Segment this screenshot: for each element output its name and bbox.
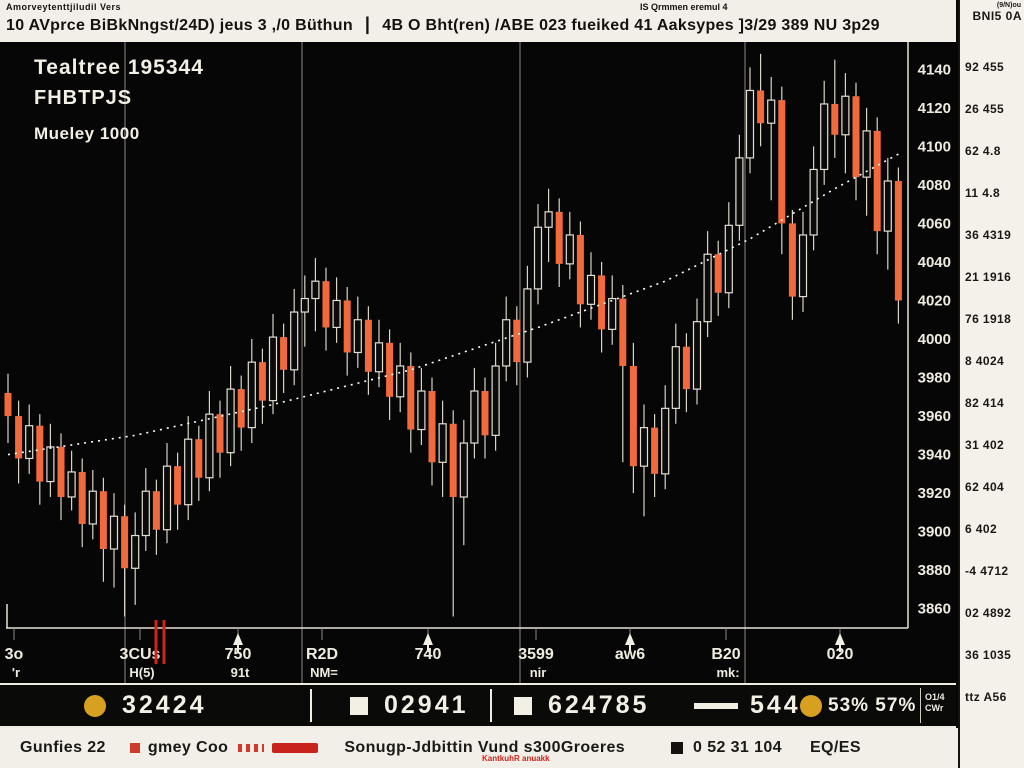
status-value-1: 32424	[122, 691, 207, 719]
legend-stats: 0 52 31 104	[693, 739, 782, 756]
header-title-center: 4B O Bht(ren) /ABE 023 fueiked 41 Aaksyp…	[382, 17, 880, 34]
legend-ticker: EQ/ES	[809, 739, 861, 756]
quote-row[interactable]: 26 455	[965, 102, 1005, 116]
svg-text:3CUs: 3CUs	[120, 646, 161, 663]
quote-row[interactable]: 31 402	[965, 438, 1005, 452]
svg-text:4020: 4020	[918, 292, 951, 309]
gold-dot-icon	[84, 685, 106, 726]
status-value-2: 02941	[384, 691, 469, 719]
header-divider: |	[364, 14, 371, 34]
quote-row[interactable]: 36 1035	[965, 648, 1012, 662]
legend-strip: Gunfies 22 gmey Coo Sonugp-Jdbittin Vund…	[0, 728, 958, 768]
terminal-header: Amorveytenttjiludil Vers IS Qrmmen eremu…	[0, 0, 956, 42]
status-divider	[490, 689, 492, 722]
sidebar-header: (9/N)ou BNI5 0A	[960, 0, 1024, 46]
time-axis-labels: 3o 'r 3CUs H(5) 750 91t R2D NM= 740 3599 nir aw6 B20…	[5, 620, 854, 680]
header-title-left: 10 AVprce BiBkNngst/24D) jeus 3 ,/0 Büth…	[6, 17, 353, 34]
square-icon	[350, 685, 368, 726]
quote-row[interactable]: 11 4.8	[965, 186, 1001, 200]
quote-list: 92 455 26 455 62 4.8 11 4.8 36 4319 21 1916 76…	[960, 46, 1024, 718]
candles	[4, 53, 902, 617]
sidebar-header-small: (9/N)ou	[996, 2, 1021, 9]
legend-series3-label: Sonugp-Jdbittin Vund s300Groeres	[344, 739, 626, 756]
quote-row[interactable]: -4 4712	[965, 564, 1009, 578]
sidebar-header-main: BNI5 0A	[972, 9, 1022, 23]
mini-cell-line2: CWr	[925, 703, 944, 713]
svg-text:3900: 3900	[918, 524, 951, 541]
svg-text:3980: 3980	[918, 370, 951, 387]
svg-text:H(5): H(5)	[129, 665, 154, 680]
svg-text:3599: 3599	[518, 646, 554, 663]
quote-row[interactable]: 92 455	[965, 60, 1005, 74]
price-axis-labels: 4140 4120 4100 4080 4060 4040 4020 4000 3980 3960…	[918, 61, 951, 617]
status-value-4: 544	[750, 691, 801, 719]
svg-text:3920: 3920	[918, 485, 951, 502]
quote-row[interactable]: 82 414	[965, 396, 1005, 410]
gridlines	[124, 42, 746, 683]
quote-row[interactable]: 62 404	[965, 480, 1005, 494]
red-bar-icon	[272, 743, 319, 753]
candlestick-chart[interactable]: 4140 4120 4100 4080 4060 4040 4020 4000 3980 3960…	[0, 42, 956, 683]
mini-cell-line1: O1/4	[925, 692, 945, 702]
red-square-icon	[129, 743, 140, 753]
svg-text:B20: B20	[711, 646, 740, 663]
square-icon	[514, 685, 532, 726]
svg-text:4140: 4140	[918, 61, 951, 78]
axes	[6, 42, 909, 629]
status-divider	[310, 689, 312, 722]
gold-dot-icon	[800, 685, 822, 726]
quote-row[interactable]: 62 4.8	[965, 144, 1001, 158]
svg-text:4120: 4120	[918, 100, 951, 117]
status-value-5: 53% 57%	[828, 694, 917, 716]
svg-text:4040: 4040	[918, 254, 951, 271]
quote-row[interactable]: 36 4319	[965, 228, 1012, 242]
legend-annotation: KantkuhR anuakk	[482, 754, 550, 763]
svg-text:3940: 3940	[918, 447, 951, 464]
quote-row[interactable]: 02 4892	[965, 606, 1012, 620]
black-square-icon	[671, 742, 684, 754]
svg-text:3860: 3860	[918, 601, 951, 618]
svg-text:020: 020	[827, 646, 854, 663]
svg-text:4060: 4060	[918, 215, 951, 232]
svg-text:aw6: aw6	[615, 646, 645, 663]
svg-text:3960: 3960	[918, 408, 951, 425]
legend-series2-label: gmey Coo	[147, 739, 229, 756]
quote-row[interactable]: 6 402	[965, 522, 998, 536]
svg-text:4100: 4100	[918, 138, 951, 155]
header-subtitle-left: Amorveytenttjiludil Vers	[6, 2, 122, 12]
svg-text:NM=: NM=	[310, 665, 338, 680]
moving-average-line	[7, 153, 899, 456]
svg-text:4000: 4000	[918, 331, 951, 348]
svg-text:3o: 3o	[5, 646, 24, 663]
svg-text:R2D: R2D	[306, 646, 338, 663]
svg-text:mk:: mk:	[716, 665, 739, 680]
status-bar: 32424 02941 624785 544 53% 57% O1/4 CWr	[0, 683, 956, 728]
status-mini-cell: O1/4 CWr	[920, 688, 954, 723]
svg-text:4080: 4080	[918, 177, 951, 194]
quote-row[interactable]: 8 4024	[965, 354, 1005, 368]
quote-row[interactable]: 21 1916	[965, 270, 1012, 284]
svg-text:91t: 91t	[231, 665, 250, 680]
dash-icon	[694, 685, 738, 726]
status-value-3: 624785	[548, 691, 650, 719]
quote-row[interactable]: 76 1918	[965, 312, 1012, 326]
red-dotted-line-icon	[238, 744, 265, 752]
svg-text:3880: 3880	[918, 562, 951, 579]
legend-series1-label: Gunfies 22	[20, 739, 106, 756]
svg-text:nir: nir	[530, 665, 547, 680]
header-title-row: 10 AVprce BiBkNngst/24D) jeus 3 ,/0 Büth…	[6, 14, 880, 35]
quote-row[interactable]: ttz A56	[965, 690, 1007, 704]
svg-text:740: 740	[415, 646, 442, 663]
svg-text:'r: 'r	[12, 665, 20, 680]
svg-text:750: 750	[225, 646, 252, 663]
quote-sidebar: (9/N)ou BNI5 0A 92 455 26 455 62 4.8 11 4.8…	[958, 0, 1024, 768]
header-subtitle-center: IS Qrmmen eremul 4	[640, 2, 728, 12]
